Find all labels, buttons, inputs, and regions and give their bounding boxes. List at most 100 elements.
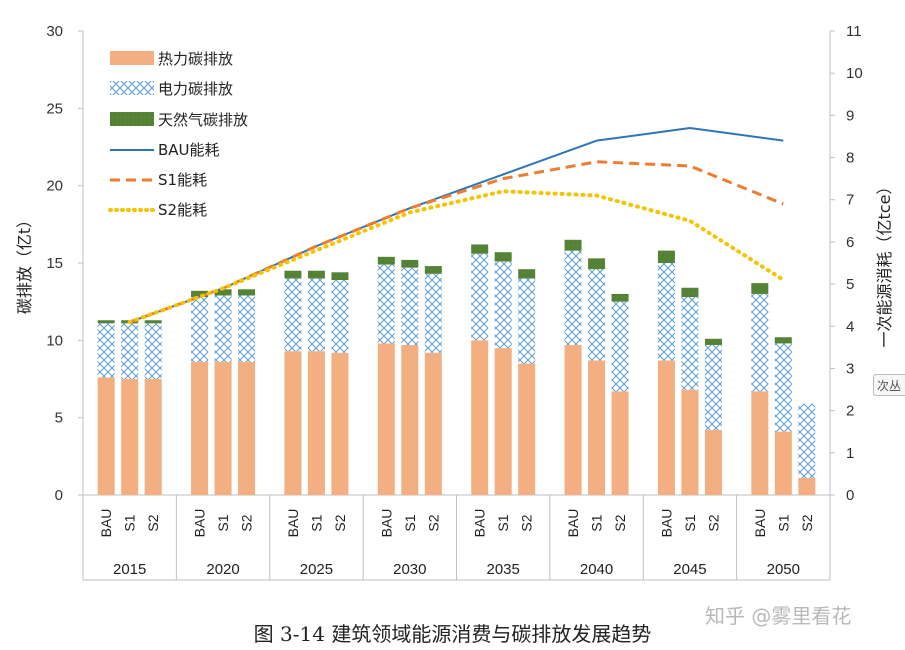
bar-gas-2020-bau	[191, 290, 209, 298]
bar-elec-2050-bau	[751, 293, 769, 392]
bar-gas-2020-s2	[238, 289, 256, 296]
bar-gas-2045-s1	[681, 287, 699, 298]
bar-heat-2040-s1	[588, 360, 606, 495]
bar-heat-2045-s2	[704, 430, 722, 495]
legend-label-gas: 天然气碳排放	[158, 111, 248, 129]
bar-elec-2015-s1	[121, 323, 139, 379]
bar-heat-2045-bau	[657, 360, 675, 495]
y-left-tick-label: 10	[46, 332, 63, 349]
bar-heat-2030-bau	[377, 343, 395, 495]
line-s2	[127, 189, 786, 325]
x-scenario-label: S2	[519, 514, 535, 531]
y-right-tick-label: 11	[846, 23, 862, 40]
bar-gas-2050-s1	[774, 337, 792, 344]
legend-label-heat: 热力碳排放	[158, 50, 233, 68]
bar-elec-2050-s1	[774, 343, 792, 432]
side-button[interactable]: 次丛	[873, 374, 905, 396]
bar-heat-2030-s1	[401, 344, 419, 495]
x-scenario-label: S1	[682, 514, 698, 531]
y-right-tick-label: 6	[846, 234, 854, 251]
x-year-label: 2050	[767, 561, 800, 578]
x-scenario-label: S1	[775, 514, 791, 531]
bar-heat-2040-s2	[611, 391, 629, 495]
x-scenario-label: BAU	[752, 509, 768, 538]
bar-heat-2050-bau	[751, 391, 769, 495]
y-left-tick-label: 20	[46, 178, 63, 195]
y-right-tick-label: 0	[846, 487, 854, 504]
bar-heat-2050-s1	[774, 431, 792, 495]
bar-gas-2030-bau	[377, 256, 395, 265]
y-left-tick-label: 15	[46, 255, 63, 272]
bar-gas-2020-s1	[214, 289, 232, 296]
y-axis-right-title: 一次能源消耗（亿tce）	[875, 179, 894, 348]
bar-gas-2030-s1	[401, 259, 419, 268]
x-scenario-label: S2	[332, 514, 348, 531]
x-year-label: 2015	[113, 561, 146, 578]
bar-gas-2040-s2	[611, 293, 629, 302]
bar-gas-2015-s2	[144, 320, 162, 324]
legend-label-s2: S2能耗	[158, 201, 207, 219]
x-scenario-label: BAU	[285, 509, 301, 538]
bar-heat-2035-s1	[494, 348, 512, 495]
y-right-tick-label: 4	[846, 318, 854, 335]
bar-heat-2015-s1	[121, 379, 139, 495]
x-year-label: 2025	[300, 561, 333, 578]
bar-heat-2020-bau	[191, 361, 209, 495]
bar-elec-2030-s2	[424, 273, 442, 353]
figure-caption: 图 3-14 建筑领域能源消费与碳排放发展趋势	[253, 622, 652, 646]
x-year-label: 2035	[487, 561, 520, 578]
bar-elec-2035-bau	[471, 253, 489, 341]
bar-elec-2015-s2	[144, 323, 162, 379]
bar-elec-2025-s2	[331, 280, 349, 353]
legend: 热力碳排放 电力碳排放 天然气碳排放 BAU能耗 S1能耗 S2能耗	[108, 50, 248, 219]
x-year-label: 2040	[580, 561, 613, 578]
bar-elec-2025-bau	[284, 278, 302, 352]
legend-label-s1: S1能耗	[158, 171, 207, 189]
x-scenario-label: BAU	[472, 509, 488, 538]
y-right-tick-label: 3	[846, 360, 854, 377]
bar-elec-2045-s2	[704, 344, 722, 431]
y-axis-left-title: 碳排放（亿t）	[15, 212, 34, 314]
bar-heat-2015-bau	[97, 377, 115, 495]
x-scenario-label: S2	[239, 514, 255, 531]
bar-gas-2035-bau	[471, 244, 489, 254]
x-scenario-label: S2	[799, 514, 815, 531]
legend-swatch-elec	[110, 81, 154, 95]
bar-gas-2035-s2	[518, 269, 536, 279]
y-left-tick-label: 30	[46, 23, 63, 40]
bar-heat-2020-s2	[238, 361, 256, 495]
bar-heat-2030-s2	[424, 352, 442, 495]
y-right-tick-label: 10	[846, 65, 863, 82]
bar-gas-2025-s2	[331, 272, 349, 281]
x-scenario-label: S2	[705, 514, 721, 531]
bar-gas-2025-s1	[307, 270, 325, 279]
bar-heat-2020-s1	[214, 361, 232, 495]
bar-heat-2040-bau	[564, 344, 582, 495]
bar-heat-2045-s1	[681, 389, 699, 495]
x-year-label: 2045	[673, 561, 706, 578]
bar-heat-2025-bau	[284, 351, 302, 495]
bar-elec-2045-bau	[657, 263, 675, 361]
x-scenario-label: BAU	[98, 509, 114, 538]
x-year-label: 2020	[206, 561, 239, 578]
bar-elec-2040-bau	[564, 250, 582, 345]
y-left-tick-label: 0	[55, 487, 63, 504]
bar-elec-2025-s1	[307, 278, 325, 352]
bar-gas-2040-s1	[588, 258, 606, 270]
bar-gas-2050-bau	[751, 283, 769, 294]
bar-gas-2045-s2	[704, 338, 722, 345]
y-left-tick-label: 5	[55, 410, 63, 427]
watermark: 知乎 @雾里看花	[705, 604, 852, 628]
bar-elec-2045-s1	[681, 297, 699, 390]
line-s1	[129, 160, 784, 324]
y-right-tick-label: 5	[846, 276, 854, 293]
x-scenario-label: S1	[589, 514, 605, 531]
legend-label-elec: 电力碳排放	[158, 80, 233, 98]
y-right-tick-label: 7	[846, 192, 854, 209]
y-right-tick-label: 1	[846, 445, 854, 462]
bar-elec-2030-s1	[401, 267, 419, 345]
x-scenario-label: S1	[308, 514, 324, 531]
legend-swatch-gas	[110, 112, 154, 126]
